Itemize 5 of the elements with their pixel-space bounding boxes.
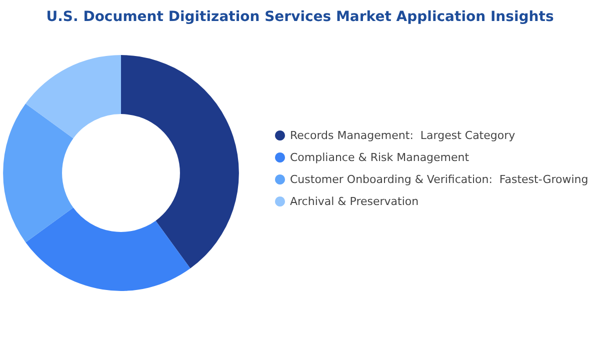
chart-title: U.S. Document Digitization Services Market Application Insights	[46, 9, 554, 25]
legend-label: Compliance & Risk Management	[290, 151, 470, 164]
legend-label: Records Management: Largest Category	[290, 129, 516, 142]
legend-label: Customer Onboarding & Verification: Fastest-Growing	[290, 173, 588, 186]
legend-label: Archival & Preservation	[290, 195, 419, 208]
